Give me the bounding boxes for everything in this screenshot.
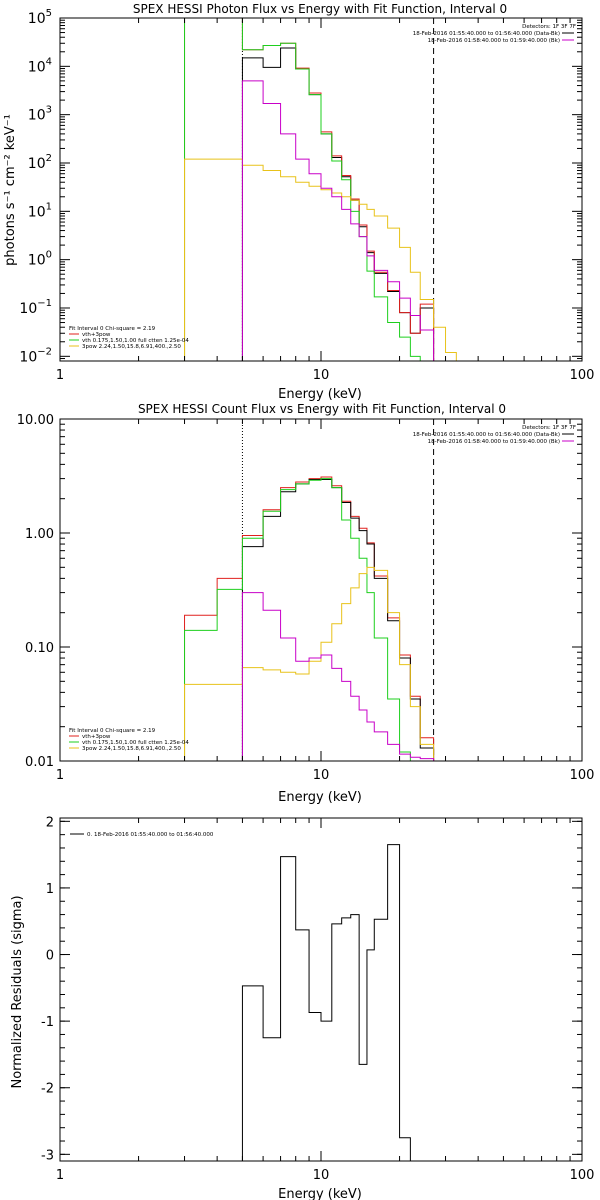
- y-tick-label: 10−2: [19, 346, 52, 365]
- series-vth-histogram: [184, 18, 421, 361]
- legend-entry: 18-Feb-2016 01:55:40.000 to 01:56:40.000…: [413, 432, 560, 438]
- x-tick-label: 1: [56, 368, 64, 383]
- legend-entry: vth 0.175,1.50,1.00 full ctten 1.25e-04: [82, 338, 189, 344]
- residuals-xlabel: Energy (keV): [278, 1187, 362, 1200]
- series-data-histogram: [241, 478, 435, 761]
- plot-area: [184, 419, 435, 761]
- x-tick-label: 10: [313, 768, 330, 783]
- y-tick-label: 103: [28, 105, 52, 124]
- x-tick-label: 100: [570, 768, 595, 783]
- y-tick-label: 10.00: [17, 413, 54, 428]
- y-tick-label: 2: [46, 815, 54, 830]
- photon-flux-ylabel: photons s⁻¹ cm⁻² keV⁻¹: [3, 114, 18, 266]
- photon-flux-marks: [184, 18, 457, 361]
- x-tick-label: 1: [56, 768, 64, 783]
- photon-flux-legend-bottom: Fit Interval 0 Chi-square = 2.19vth+3pow…: [69, 326, 189, 350]
- x-tick-label: 1: [56, 1168, 64, 1183]
- y-tick-label: 0.10: [25, 641, 54, 656]
- plot-area: [184, 18, 457, 361]
- legend-entry: 18-Feb-2016 01:55:40.000 to 01:56:40.000…: [413, 31, 560, 37]
- y-tick-label: -2: [41, 1082, 54, 1097]
- legend-entry: vth+3pow: [82, 734, 111, 740]
- y-tick-label: 102: [28, 153, 52, 172]
- y-tick-label: -1: [41, 1015, 54, 1030]
- y-tick-label: 101: [28, 201, 52, 220]
- y-tick-label: 1: [46, 882, 54, 897]
- count-flux-legend-bottom: Fit Interval 0 Chi-square = 2.19vth+3pow…: [69, 728, 189, 752]
- legend-entry: Detectors: 1F 3F 7F: [522, 425, 576, 431]
- series-bk-histogram: [241, 592, 435, 761]
- y-tick-label: 105: [28, 8, 52, 27]
- residuals-legend-top: 0. 18-Feb-2016 01:55:40.000 to 01:56:40.…: [70, 832, 214, 838]
- count-flux-marks: [184, 419, 435, 761]
- count-flux-xlabel: Energy (keV): [278, 790, 362, 805]
- legend-entry: vth+3pow: [82, 332, 111, 338]
- y-tick-label: 100: [28, 250, 52, 269]
- series-vth-histogram: [184, 478, 411, 761]
- photon-flux-chart: SPEX HESSI Photon Flux vs Energy with Fi…: [3, 2, 594, 402]
- legend-entry: 0. 18-Feb-2016 01:55:40.000 to 01:56:40.…: [87, 832, 214, 838]
- residuals-marks: [241, 844, 411, 1161]
- series-bk-histogram: [241, 80, 435, 361]
- photon-flux-xlabel: Energy (keV): [278, 387, 362, 402]
- x-tick-label: 100: [570, 1168, 595, 1183]
- y-tick-label: 104: [28, 56, 52, 75]
- count-flux-chart: SPEX HESSI Count Flux vs Energy with Fit…: [17, 402, 595, 805]
- plot-area: [241, 844, 411, 1161]
- photon-flux-ticks: 1 10 100 105 104 103 102 101 100 10−1 10−2: [19, 8, 594, 383]
- legend-entry: Detectors: 1F 3F 7F: [522, 24, 576, 30]
- y-tick-label: 1.00: [25, 527, 54, 542]
- series-3pow-histogram: [184, 566, 435, 761]
- y-tick-label: 0.01: [25, 755, 54, 770]
- legend-entry: 3pow 2.24,1.50,15.8,6.91,400.,2.50: [82, 746, 181, 752]
- legend-entry: Fit Interval 0 Chi-square = 2.19: [69, 326, 156, 332]
- legend-entry: Fit Interval 0 Chi-square = 2.19: [69, 728, 156, 734]
- legend-entry: vth 0.175,1.50,1.00 full ctten 1.25e-04: [82, 740, 189, 746]
- legend-entry: 3pow 2.24,1.50,15.8,6.91,400.,2.50: [82, 344, 181, 350]
- count-flux-ticks: 1 10 100 10.00 1.00 0.10 0.01: [17, 413, 595, 783]
- y-tick-label: -3: [41, 1148, 54, 1163]
- x-tick-label: 10: [313, 368, 330, 383]
- residuals-ylabel: Normalized Residuals (sigma): [10, 895, 25, 1088]
- x-tick-label: 100: [570, 368, 595, 383]
- x-tick-label: 10: [313, 1168, 330, 1183]
- legend-entry: 18-Feb-2016 01:58:40.000 to 01:59:40.000…: [428, 439, 560, 445]
- series-3pow-histogram: [184, 158, 457, 361]
- photon-flux-title: SPEX HESSI Photon Flux vs Energy with Fi…: [133, 2, 507, 16]
- series-residuals-histogram: [241, 844, 411, 1161]
- legend-entry: 18-Feb-2016 01:58:40.000 to 01:59:40.000…: [428, 38, 560, 44]
- count-flux-title: SPEX HESSI Count Flux vs Energy with Fit…: [138, 402, 506, 416]
- y-tick-label: 10−1: [19, 298, 52, 317]
- y-tick-label: 0: [46, 949, 54, 964]
